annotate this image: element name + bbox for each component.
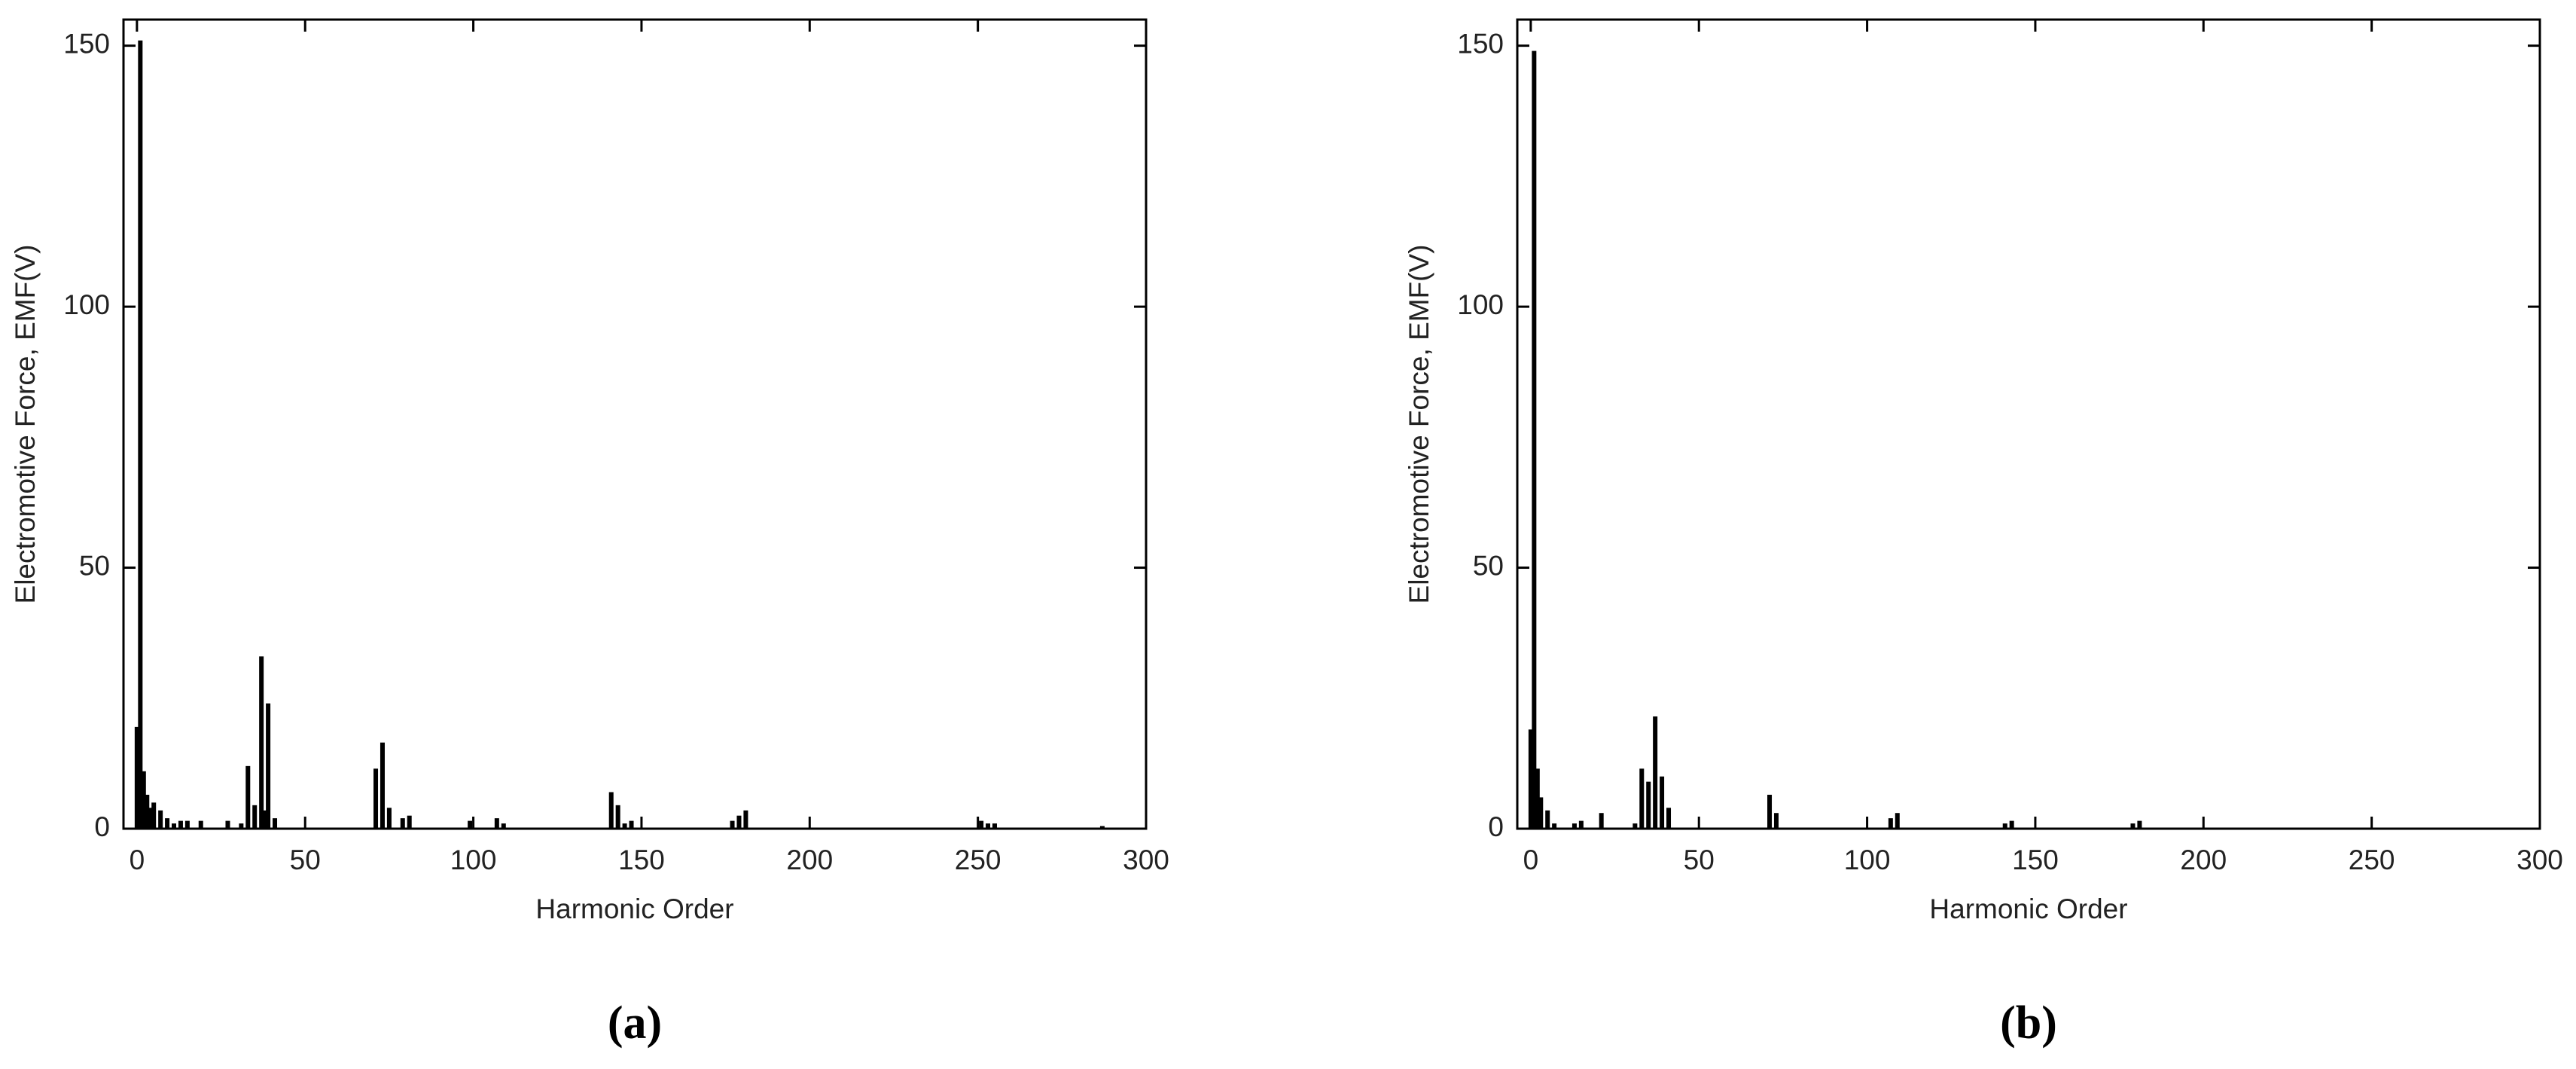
caption: (a)	[608, 997, 662, 1049]
bar	[1099, 826, 1105, 829]
bar	[501, 823, 506, 829]
bar	[1888, 818, 1893, 829]
y-tick-label: 150	[1457, 28, 1504, 59]
y-tick-label: 0	[94, 811, 110, 842]
bar	[1535, 768, 1540, 829]
bar	[273, 818, 278, 829]
bar	[1773, 813, 1779, 829]
bar	[986, 823, 991, 829]
bar	[1653, 716, 1658, 829]
bar	[151, 802, 157, 829]
bar	[1767, 794, 1773, 829]
bar	[1532, 50, 1537, 829]
bar	[138, 40, 143, 829]
x-tick-label: 150	[2012, 845, 2059, 875]
bar	[2130, 823, 2135, 829]
bar	[1895, 813, 1900, 829]
x-tick-label: 0	[130, 845, 145, 875]
bar	[622, 823, 627, 829]
bar	[145, 794, 150, 829]
x-tick-label: 250	[955, 845, 1001, 875]
x-axis-label: Harmonic Order	[1929, 893, 2127, 924]
bar	[172, 823, 177, 829]
bar	[2009, 820, 2014, 829]
bar	[1538, 797, 1544, 829]
bar	[992, 823, 997, 829]
bar	[158, 810, 163, 829]
bar	[494, 818, 499, 829]
bar	[979, 820, 984, 829]
x-tick-label: 300	[2517, 845, 2563, 875]
bar	[2002, 823, 2007, 829]
bar	[1646, 781, 1651, 829]
bar	[736, 815, 742, 829]
bar	[134, 726, 139, 829]
bar	[386, 808, 392, 829]
bar	[400, 818, 405, 829]
bar	[2137, 820, 2142, 829]
bar	[380, 742, 385, 829]
bar	[178, 820, 183, 829]
bar	[165, 818, 170, 829]
x-tick-label: 50	[1684, 845, 1715, 875]
x-tick-label: 200	[786, 845, 833, 875]
bar	[407, 815, 412, 829]
plot-frame	[1516, 18, 2541, 830]
x-tick-label: 50	[290, 845, 321, 875]
bar	[629, 820, 634, 829]
bar	[1572, 823, 1577, 829]
y-axis-label: Electromotive Force, EMF(V)	[10, 245, 41, 604]
y-tick-label: 50	[1473, 550, 1504, 581]
x-tick-label: 100	[1844, 845, 1891, 875]
x-tick-label: 300	[1123, 845, 1169, 875]
bar	[266, 703, 271, 829]
bar	[1599, 813, 1604, 829]
plot-frame	[122, 18, 1148, 830]
bar	[468, 820, 473, 829]
bar	[198, 820, 203, 829]
x-tick-label: 100	[450, 845, 497, 875]
bar	[1578, 820, 1584, 829]
caption: (b)	[2000, 997, 2057, 1049]
bar	[373, 768, 379, 829]
bar	[141, 771, 146, 829]
bar	[259, 656, 264, 829]
bar	[225, 820, 230, 829]
bar	[239, 823, 244, 829]
y-tick-label: 0	[1488, 811, 1504, 842]
bar	[184, 820, 190, 829]
y-tick-label: 150	[63, 28, 110, 59]
bar	[1660, 776, 1665, 829]
y-axis-label: Electromotive Force, EMF(V)	[1404, 245, 1434, 604]
bar	[1666, 808, 1672, 829]
bar	[1552, 823, 1557, 829]
y-tick-label: 50	[79, 550, 110, 581]
y-tick-label: 100	[1457, 289, 1504, 320]
x-axis-label: Harmonic Order	[535, 893, 733, 924]
bar	[1545, 810, 1550, 829]
bar	[262, 810, 267, 829]
bar	[1528, 729, 1533, 829]
bar	[1632, 823, 1638, 829]
bar	[252, 805, 258, 829]
bar	[615, 805, 620, 829]
y-tick-label: 100	[63, 289, 110, 320]
bar	[608, 792, 614, 829]
x-tick-label: 250	[2349, 845, 2395, 875]
bar	[743, 810, 748, 829]
bar	[245, 765, 251, 829]
bar	[730, 820, 735, 829]
x-tick-label: 200	[2180, 845, 2227, 875]
bar	[148, 808, 153, 829]
bar	[1639, 768, 1645, 829]
x-tick-label: 0	[1523, 845, 1539, 875]
x-tick-label: 150	[618, 845, 665, 875]
